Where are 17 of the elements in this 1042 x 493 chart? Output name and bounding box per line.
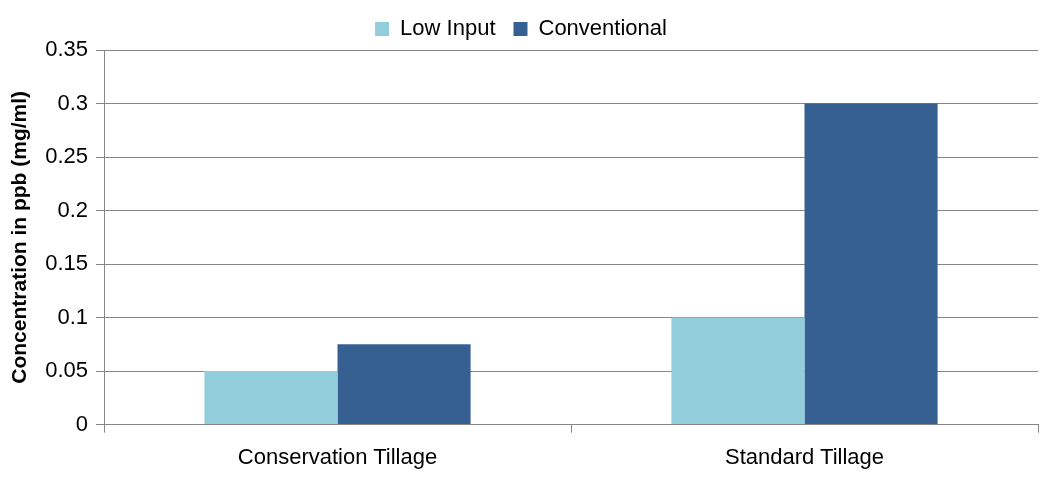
y-tick-label: 0.35 [45,36,89,62]
y-tick-label: 0 [75,410,89,436]
legend-label: Conventional [538,15,667,41]
y-tick-label: 0.15 [45,250,89,276]
y-tick-label: 0.05 [45,357,89,383]
y-axis-title: Concentration in ppb (mg/ml) [7,90,31,384]
y-tick-label: 0.1 [57,303,89,329]
bar [804,103,938,425]
bar [671,317,805,425]
bar [204,371,338,425]
x-tick-label: Standard Tillage [725,443,884,469]
bar [337,344,471,425]
y-tick-label: 0.2 [57,196,89,222]
legend-label: Low Input [400,15,496,41]
y-tick-label: 0.25 [45,143,89,169]
x-tick-label: Conservation Tillage [237,443,438,469]
y-tick-label: 0.3 [57,89,89,115]
